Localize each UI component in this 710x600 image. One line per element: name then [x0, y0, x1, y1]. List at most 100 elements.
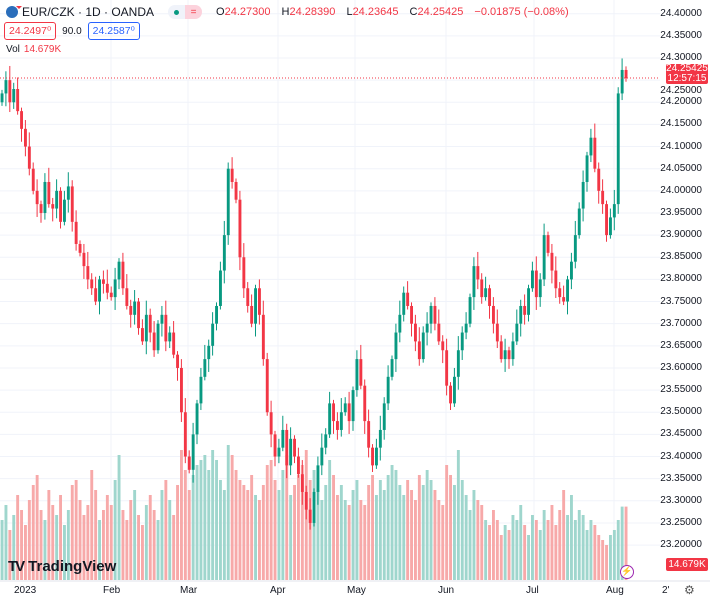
volume-bar	[215, 460, 218, 580]
candle-body	[601, 190, 605, 205]
volume-bar	[605, 545, 608, 580]
price-tick: 23.75000	[660, 295, 702, 307]
volume-bar	[316, 490, 320, 580]
candle-body	[386, 376, 390, 404]
candle-body	[585, 155, 589, 182]
settings-gear-icon[interactable]: ⚙	[684, 583, 695, 597]
volume-bar	[39, 510, 43, 580]
candle-body	[66, 186, 70, 200]
candle-body	[203, 359, 207, 377]
volume-bar	[531, 515, 534, 580]
volume-bar	[98, 520, 101, 580]
volume-bar	[527, 535, 530, 580]
candle-body	[363, 385, 367, 422]
change-value: −0.01875 (−0.08%)	[474, 6, 569, 18]
tradingview-logo[interactable]: TV TradingView	[8, 558, 117, 575]
candle-body	[429, 305, 433, 324]
candle-body	[230, 168, 234, 182]
volume-bar	[363, 505, 367, 580]
candle-body	[453, 376, 456, 404]
volume-bar	[160, 490, 164, 580]
symbol-title[interactable]: EUR/CZK · 1D · OANDA	[22, 5, 155, 19]
time-tick: 2023	[14, 585, 37, 596]
volume-bar	[31, 485, 35, 580]
candle-body	[371, 447, 374, 466]
candle-body	[542, 235, 546, 280]
candle-body	[320, 447, 324, 466]
candle-body	[129, 305, 133, 315]
lightning-icon[interactable]: ⚡	[620, 565, 634, 579]
price-tick: 23.60000	[660, 361, 702, 373]
price-tick: 23.85000	[660, 251, 702, 263]
volume-bar	[183, 470, 187, 580]
volume-bar	[230, 455, 234, 580]
candle-body	[308, 509, 312, 523]
candle-body	[570, 261, 573, 280]
volume-bar	[105, 495, 109, 580]
candle-body	[269, 412, 273, 435]
candle-body	[589, 137, 593, 156]
volume-bar	[429, 480, 433, 580]
market-open-icon	[168, 5, 185, 19]
candle-body	[616, 93, 620, 205]
candle-body	[336, 421, 339, 430]
candle-body	[133, 301, 137, 315]
candle-body	[297, 456, 300, 475]
volume-bar	[425, 470, 429, 580]
price-tick: 24.15000	[660, 118, 702, 130]
candle-body	[464, 323, 468, 333]
volume-legend: Vol 14.679K	[6, 44, 62, 55]
volume-bar	[293, 485, 296, 580]
candle-body	[63, 199, 66, 222]
candle-body	[219, 270, 222, 306]
volume-bar	[499, 535, 503, 580]
candle-body	[148, 314, 152, 333]
volume-bar	[460, 480, 464, 580]
candle-body	[304, 491, 308, 510]
time-tick: Feb	[103, 585, 121, 596]
volume-bar	[78, 500, 82, 580]
candle-body	[531, 270, 534, 289]
candle-body	[355, 359, 359, 391]
price-tick: 23.70000	[660, 317, 702, 329]
candle-body	[519, 305, 523, 324]
candle-body	[24, 128, 27, 147]
candle-body	[31, 168, 35, 191]
candle-body	[480, 279, 484, 298]
volume-bar	[534, 520, 538, 580]
candle-body	[456, 350, 460, 377]
sell-button[interactable]: 24.2497⁰	[4, 22, 57, 40]
volume-bar	[187, 490, 191, 580]
volume-bar	[449, 475, 452, 580]
candle-body	[612, 204, 616, 218]
time-tick: 2'	[662, 585, 670, 596]
volume-bar	[109, 505, 113, 580]
volume-bar	[378, 480, 382, 580]
candle-body	[488, 288, 491, 306]
candle-body	[343, 403, 347, 413]
volume-bar	[281, 470, 285, 580]
candle-body	[12, 88, 16, 103]
candle-body	[39, 204, 43, 213]
volume-bar	[519, 505, 523, 580]
volume-bar	[156, 520, 160, 580]
volume-bar	[27, 500, 31, 580]
volume-bar	[121, 510, 125, 580]
volume-bar	[164, 480, 168, 580]
price-tick: 24.35000	[660, 29, 702, 41]
volume-bar	[152, 510, 156, 580]
volume-bar	[47, 490, 51, 580]
price-tick: 24.00000	[660, 184, 702, 196]
volume-bar	[616, 520, 620, 580]
volume-bar	[433, 490, 437, 580]
volume-bar	[258, 500, 261, 580]
candle-body	[16, 88, 20, 112]
market-status-pill[interactable]: =	[168, 5, 203, 19]
candle-body	[265, 359, 269, 413]
buy-button[interactable]: 24.2587⁰	[87, 22, 140, 40]
volume-bar	[394, 470, 398, 580]
volume-bar	[144, 505, 148, 580]
candle-body	[164, 314, 168, 342]
volume-bar	[254, 495, 257, 580]
